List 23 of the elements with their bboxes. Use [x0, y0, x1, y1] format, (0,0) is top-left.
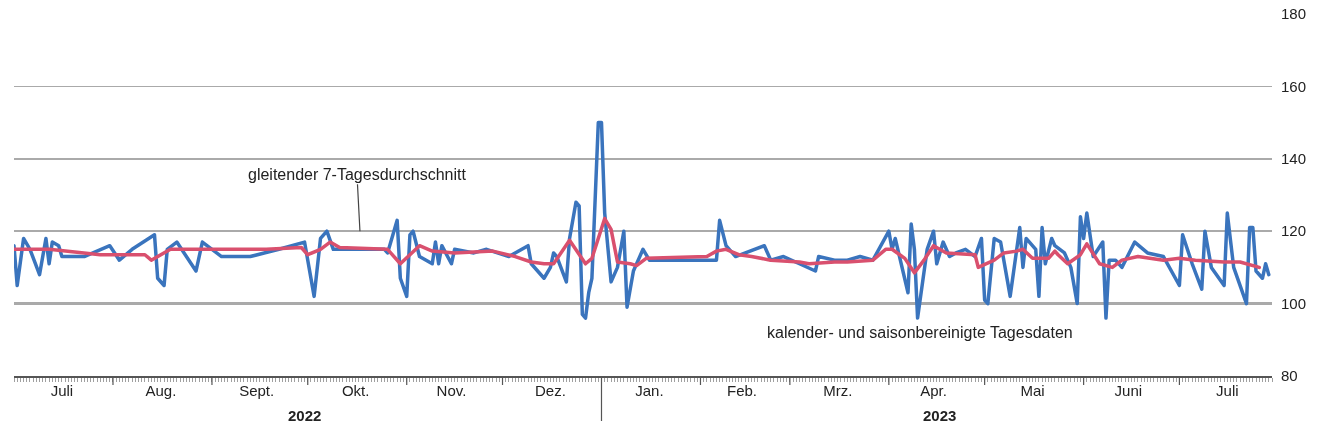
y-tick-label: 100	[1281, 294, 1307, 312]
x-tick-label: Juli	[1216, 382, 1239, 399]
y-tick-label: 180	[1281, 5, 1307, 23]
x-tick-label: Okt.	[341, 382, 370, 399]
x2-tick-label: 2022	[288, 407, 322, 424]
y-tick-label: 160	[1281, 77, 1307, 95]
y-tick-label: 80	[1281, 367, 1298, 385]
x-tick-label: Sept.	[239, 382, 275, 399]
x-tick-label: Dez.	[534, 382, 566, 399]
x-tick-label: Nov.	[436, 382, 467, 399]
x2-tick-label: 2023	[923, 407, 957, 424]
x-tick-label: Apr.	[920, 382, 947, 399]
x-tick-label: Aug.	[145, 382, 177, 399]
x-tick-label: Jan.	[635, 382, 664, 399]
series-label: kalender- und saisonbereinigte Tagesdaten	[767, 324, 1073, 341]
x-tick-label: Mai	[1020, 382, 1045, 399]
x-tick-label: Juli	[50, 382, 74, 399]
y-tick-label: 120	[1281, 222, 1307, 240]
x-tick-label: Juni	[1114, 382, 1143, 399]
x-tick-label: Mrz.	[823, 382, 853, 399]
y-tick-label: 140	[1281, 150, 1307, 168]
text: gleitender 7-Tagesdurchschnitt	[248, 166, 467, 183]
x-tick-label: Feb.	[726, 382, 757, 399]
